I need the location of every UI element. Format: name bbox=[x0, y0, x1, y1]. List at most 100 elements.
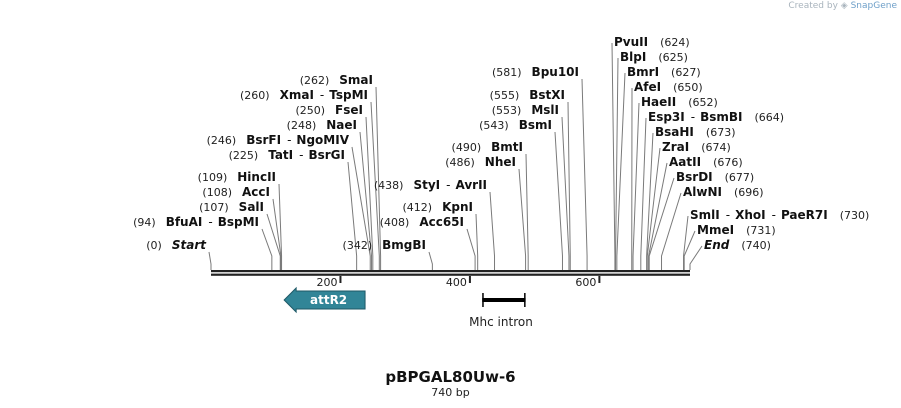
site-enzyme-name: AatII bbox=[669, 155, 701, 169]
site-leader-line bbox=[365, 116, 374, 270]
feature-mhc-intron-bar bbox=[482, 298, 526, 302]
site-label: (250) FseI bbox=[295, 103, 363, 117]
site-position: (581) bbox=[492, 66, 522, 79]
site-label: (408) Acc65I bbox=[380, 215, 464, 229]
site-position: (553) bbox=[492, 104, 522, 117]
site-leader-line bbox=[581, 78, 588, 270]
site-enzyme-name: PvuII bbox=[614, 35, 648, 49]
site-leader-line bbox=[611, 42, 616, 270]
site-leader-line bbox=[646, 147, 661, 270]
site-leader-line bbox=[561, 116, 570, 270]
feature-mhc-intron-cap-right bbox=[524, 293, 526, 307]
site-enzyme-name: MmeI bbox=[697, 223, 734, 237]
site-enzyme-name: Acc65I bbox=[419, 215, 464, 229]
site-separator: - bbox=[299, 148, 303, 162]
axis-tick-label: 400 bbox=[446, 276, 467, 289]
site-label: (486) NheI bbox=[445, 155, 516, 169]
site-enzyme-name: BsaHI bbox=[655, 125, 694, 139]
site-label: BsrDI (677) bbox=[676, 170, 754, 184]
site-leader-line bbox=[615, 57, 619, 270]
site-leader-line bbox=[351, 146, 371, 270]
site-label: BlpI (625) bbox=[620, 50, 688, 64]
site-label: SmlI - XhoI - PaeR7I (730) bbox=[690, 208, 869, 222]
site-position: (107) bbox=[199, 201, 229, 214]
site-label: (438) StyI - AvrII bbox=[374, 178, 487, 192]
feature-mhc-intron-cap-left bbox=[482, 293, 484, 307]
site-enzyme-name: XmaI bbox=[280, 88, 314, 102]
site-enzyme-name: TspMI bbox=[329, 88, 368, 102]
site-position: (225) bbox=[229, 149, 259, 162]
site-enzyme-name: BmrI bbox=[627, 65, 659, 79]
site-position: (408) bbox=[380, 216, 410, 229]
site-leader-line bbox=[525, 153, 529, 270]
site-label: (94) BfuAI - BspMI bbox=[133, 215, 259, 229]
feature-attR2-arrow bbox=[283, 286, 366, 314]
site-leader-line bbox=[347, 161, 358, 270]
site-enzyme-name: BsmI bbox=[519, 118, 552, 132]
site-leader-line bbox=[640, 117, 647, 270]
site-enzyme-name: SalI bbox=[239, 200, 264, 214]
site-position: (624) bbox=[660, 36, 690, 49]
site-leader-line bbox=[489, 191, 496, 270]
site-enzyme-name: Esp3I bbox=[648, 110, 685, 124]
site-label: (248) NaeI bbox=[287, 118, 357, 132]
site-enzyme-name: AccI bbox=[242, 185, 270, 199]
site-position: (342) bbox=[343, 239, 373, 252]
site-enzyme-name: BstXI bbox=[529, 88, 565, 102]
site-separator: - bbox=[691, 110, 695, 124]
site-leader-line bbox=[648, 162, 668, 270]
site-label: (246) BsrFI - NgoMIV bbox=[207, 133, 350, 147]
site-label: (581) Bpu10I bbox=[492, 65, 579, 79]
site-enzyme-name: BmgBI bbox=[382, 238, 426, 252]
site-position: (262) bbox=[300, 74, 330, 87]
site-leader-line bbox=[370, 101, 380, 270]
site-position: (730) bbox=[840, 209, 870, 222]
site-enzyme-name: BsrFI bbox=[246, 133, 281, 147]
site-label: Esp3I - BsmBI (664) bbox=[648, 110, 784, 124]
site-position: (627) bbox=[671, 66, 701, 79]
site-leader-line bbox=[554, 131, 563, 270]
site-label: BmrI (627) bbox=[627, 65, 701, 79]
site-leader-line bbox=[428, 251, 433, 270]
site-enzyme-name: KpnI bbox=[442, 200, 473, 214]
site-leader-line bbox=[261, 228, 273, 270]
site-position: (664) bbox=[755, 111, 785, 124]
site-leader-line bbox=[646, 132, 654, 270]
site-label: (543) BsmI bbox=[479, 118, 552, 132]
site-position: (490) bbox=[452, 141, 482, 154]
snapgene-credit: Created by ◈ SnapGene bbox=[788, 1, 897, 11]
site-enzyme-name: NgoMIV bbox=[296, 133, 349, 147]
site-enzyme-name: BmtI bbox=[491, 140, 523, 154]
site-enzyme-name: AfeI bbox=[634, 80, 661, 94]
site-position: (674) bbox=[701, 141, 731, 154]
site-position: (108) bbox=[202, 186, 232, 199]
site-position: (260) bbox=[240, 89, 270, 102]
site-label: BsaHI (673) bbox=[655, 125, 736, 139]
site-label: (262) SmaI bbox=[300, 73, 373, 87]
site-label: MmeI (731) bbox=[697, 223, 776, 237]
site-separator: - bbox=[287, 133, 291, 147]
site-leader-line bbox=[266, 213, 281, 270]
site-separator: - bbox=[772, 208, 776, 222]
site-enzyme-name: Bpu10I bbox=[532, 65, 579, 79]
site-separator: - bbox=[320, 88, 324, 102]
site-separator: - bbox=[446, 178, 450, 192]
site-leader-line bbox=[278, 183, 283, 270]
site-label: (342) BmgBI bbox=[343, 238, 426, 252]
site-leader-line bbox=[466, 228, 476, 270]
site-position: (650) bbox=[673, 81, 703, 94]
site-label: (0) Start bbox=[146, 238, 207, 252]
site-separator: - bbox=[726, 208, 730, 222]
site-enzyme-name: Start bbox=[172, 238, 207, 252]
site-enzyme-name: BsmBI bbox=[700, 110, 742, 124]
axis-tick-label: 600 bbox=[575, 276, 596, 289]
axis-tick bbox=[468, 276, 471, 283]
site-position: (740) bbox=[741, 239, 771, 252]
site-enzyme-name: BsrGI bbox=[308, 148, 345, 162]
site-enzyme-name: XhoI bbox=[735, 208, 766, 222]
site-position: (94) bbox=[133, 216, 156, 229]
site-position: (676) bbox=[713, 156, 743, 169]
site-label: PvuII (624) bbox=[614, 35, 690, 49]
site-enzyme-name: FseI bbox=[335, 103, 363, 117]
